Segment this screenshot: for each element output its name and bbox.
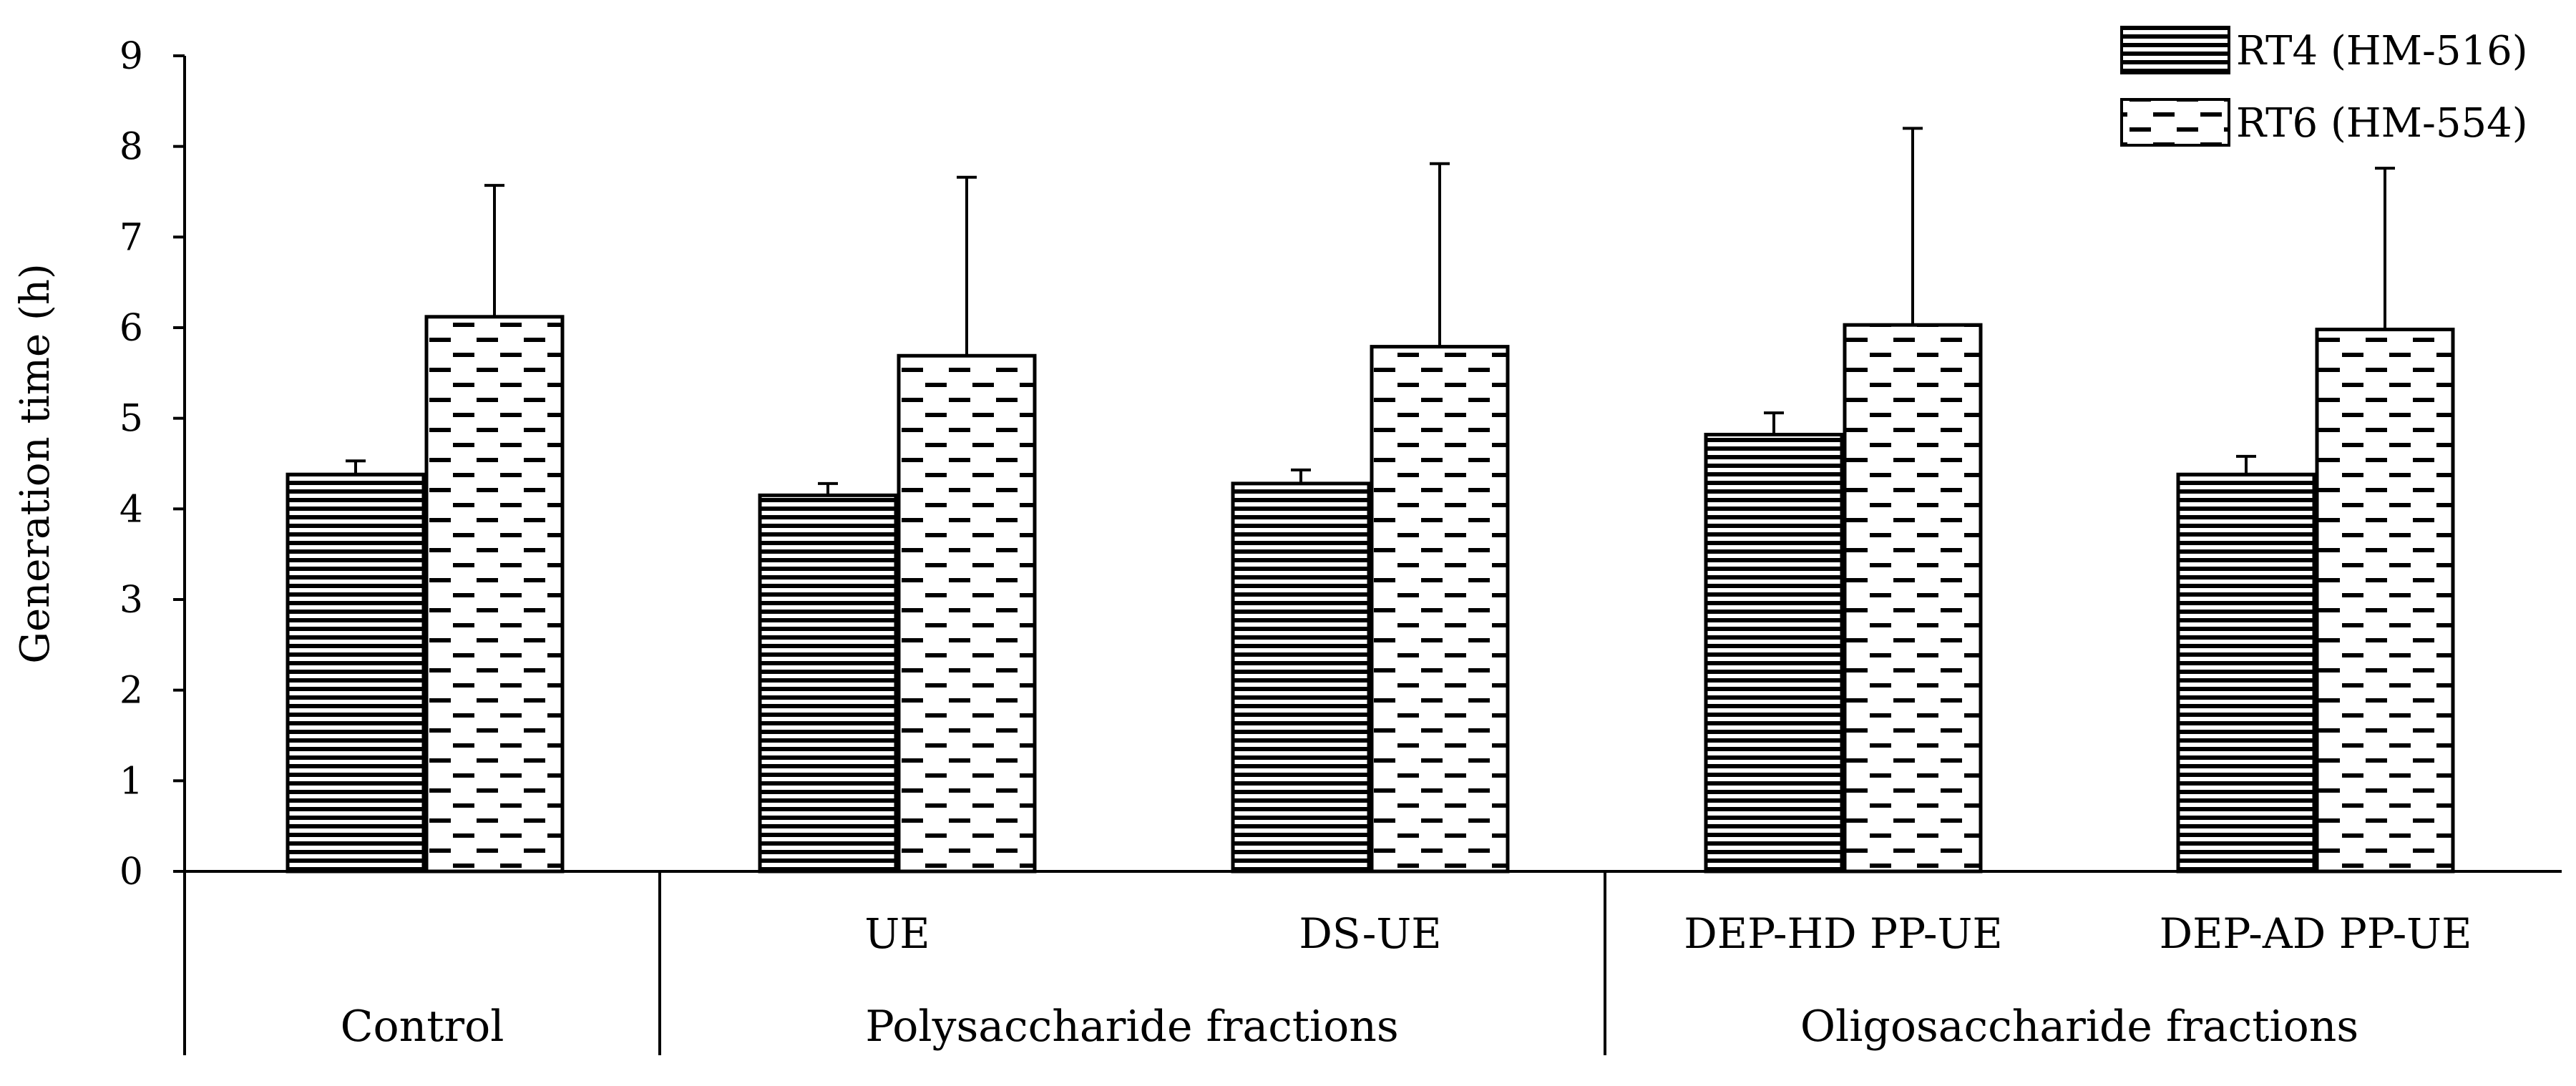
legend-label: RT6 (HM-554) <box>2236 100 2528 147</box>
x-category-label: DEP-HD PP-UE <box>1684 909 2003 958</box>
bar-rt4 <box>286 472 426 874</box>
y-tick-label: 4 <box>119 488 143 531</box>
legend: RT4 (HM-516) RT6 (HM-554) <box>2120 26 2528 147</box>
x-category-label: DEP-AD PP-UE <box>2160 909 2472 958</box>
y-tick-label: 7 <box>119 216 143 259</box>
bar-rt6 <box>1843 323 1983 874</box>
y-tick-label: 3 <box>119 579 143 622</box>
y-tick-label: 9 <box>119 35 143 78</box>
y-tick-label: 0 <box>119 851 143 894</box>
bar-rt4 <box>1231 481 1371 874</box>
bar-rt4 <box>758 493 898 874</box>
bar-rt4 <box>2176 472 2316 874</box>
bars-layer <box>286 315 2455 874</box>
x-group-label: Oligosaccharide fractions <box>1800 1002 2358 1052</box>
y-axis-title: Generation time (h) <box>12 263 59 663</box>
bar-rt4 <box>1704 432 1844 874</box>
bar-rt6 <box>2315 328 2455 874</box>
y-axis: 0 1 2 3 4 5 6 7 8 9 Generation time (h) <box>12 35 186 894</box>
legend-swatch-rt6 <box>2120 98 2230 147</box>
x-category-label: DS-UE <box>1299 909 1441 958</box>
y-tick-label: 2 <box>119 670 143 713</box>
legend-label: RT4 (HM-516) <box>2236 28 2528 74</box>
bar-rt6 <box>897 353 1037 874</box>
x-group-label: Control <box>341 1002 504 1052</box>
error-bars-layer <box>346 127 2395 496</box>
y-tick-label: 8 <box>119 126 143 169</box>
x-group-label: Polysaccharide fractions <box>865 1002 1398 1052</box>
y-tick-label: 1 <box>119 760 143 803</box>
bar-rt6 <box>1370 345 1510 874</box>
y-tick-label: 5 <box>119 398 143 441</box>
x-category-label: UE <box>864 909 930 958</box>
y-tick-label: 6 <box>119 307 143 350</box>
legend-swatch-rt4 <box>2120 26 2230 74</box>
x-axis: UE DS-UE DEP-HD PP-UE DEP-AD PP-UE Control P… <box>183 870 2562 1055</box>
bar-rt6 <box>424 315 565 874</box>
